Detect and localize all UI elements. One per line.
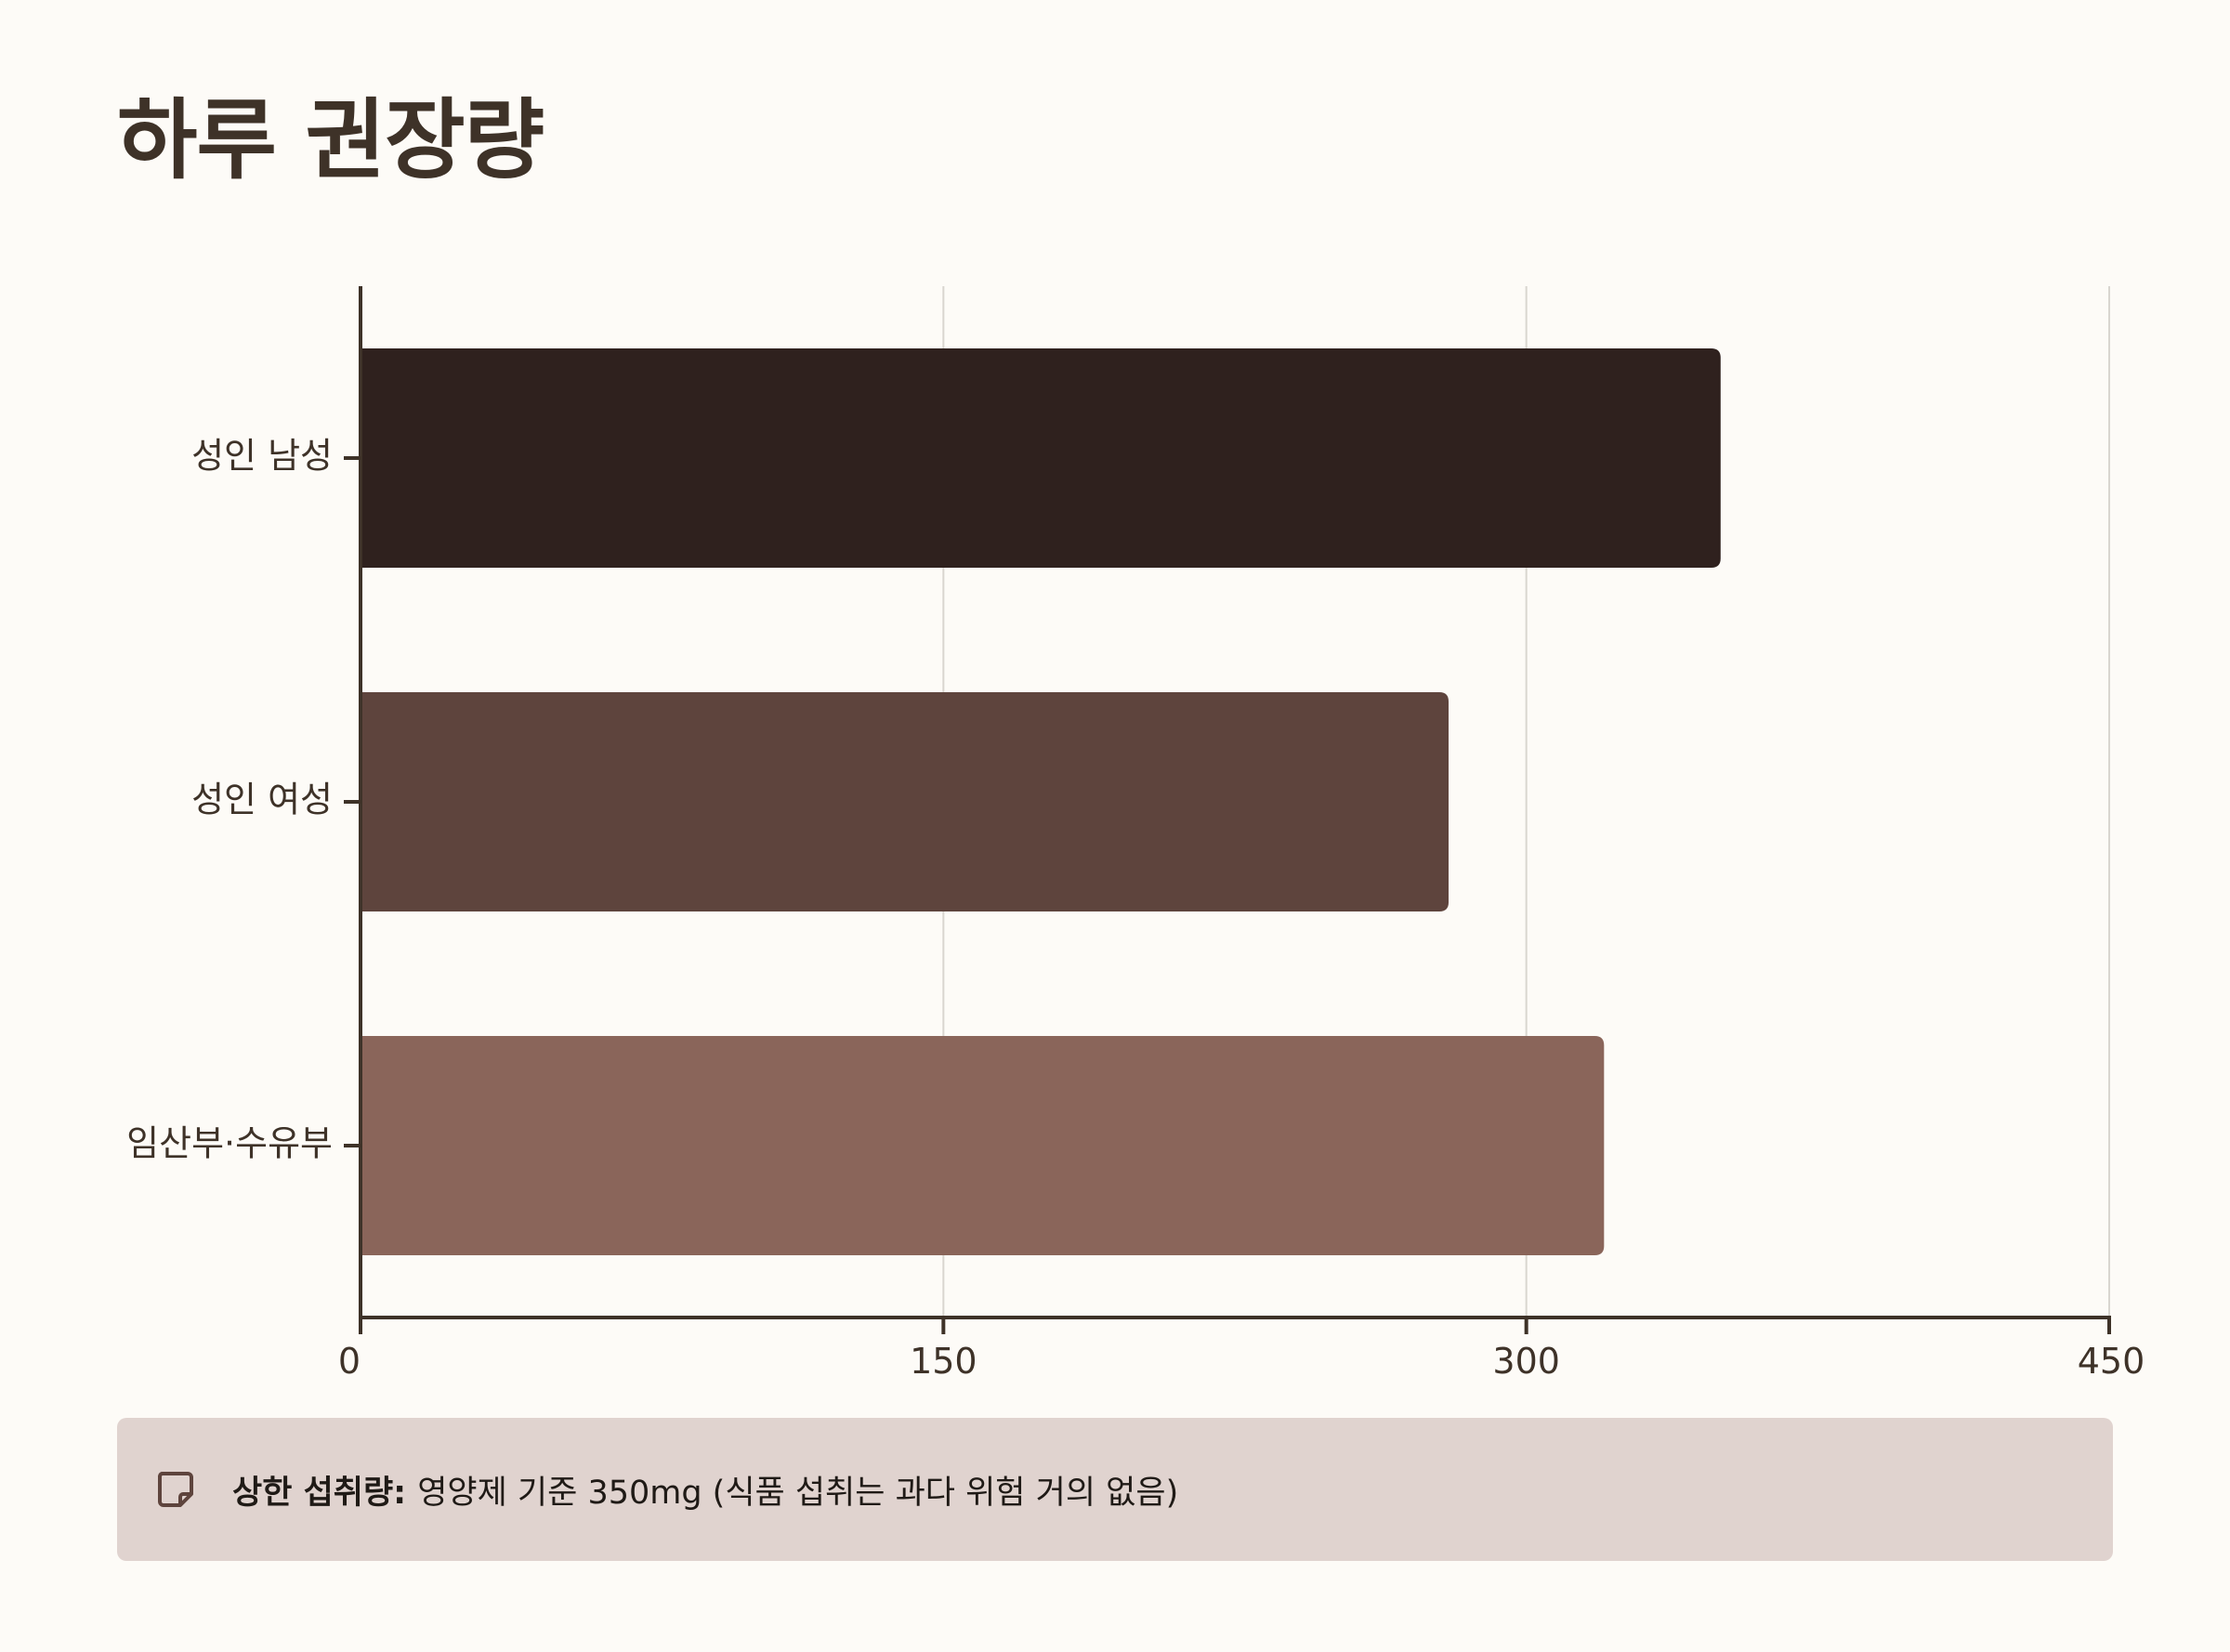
x-tick-label-1: 150 xyxy=(910,1341,977,1382)
upper-limit-note: 상한 섭취량: 영양제 기준 350mg (식품 섭취는 과다 위험 거의 없음) xyxy=(117,1418,2113,1561)
y-tick-label-0: 성인 남성 xyxy=(191,436,333,477)
note-text: 상한 섭취량: 영양제 기준 350mg (식품 섭취는 과다 위험 거의 없음) xyxy=(232,1466,1178,1514)
page-title: 하루 권장량 xyxy=(117,90,544,191)
axes xyxy=(344,286,2111,1334)
bars xyxy=(361,348,1721,1255)
bar-1 xyxy=(361,692,1450,911)
y-tick-label-1: 성인 여성 xyxy=(191,780,333,820)
note-icon xyxy=(154,1468,197,1511)
note-body: 영양제 기준 350mg (식품 섭취는 과다 위험 거의 없음) xyxy=(417,1474,1179,1512)
x-tick-label-3: 450 xyxy=(2078,1341,2145,1382)
x-tick-label-2: 300 xyxy=(1492,1341,1560,1382)
note-label: 상한 섭취량: xyxy=(232,1474,407,1512)
y-tick-label-2: 임산부·수유부 xyxy=(126,1123,333,1164)
bar-2 xyxy=(361,1036,1605,1255)
x-axis-labels: 0 150 300 450 xyxy=(338,1341,2145,1382)
x-tick-label-0: 0 xyxy=(338,1341,361,1382)
bar-0 xyxy=(361,348,1721,568)
